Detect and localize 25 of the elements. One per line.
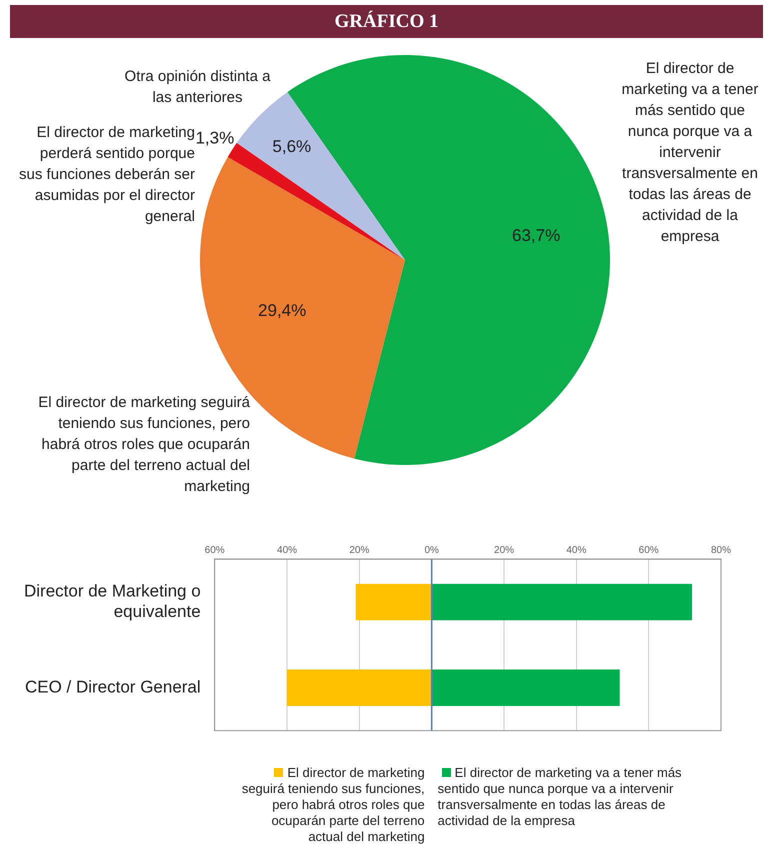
x-tick-label: 20% xyxy=(349,544,370,556)
data-label: 29,4% xyxy=(258,301,306,320)
slice-label: Otra opinión distinta a las anteriores xyxy=(124,67,272,108)
x-tick-label: 60% xyxy=(638,544,659,556)
slice-label: El director de marketing seguirá teniendo sus funciones, pero habrá otros roles que ocuparán parte del terreno actual del marketing xyxy=(37,393,250,497)
bar xyxy=(356,584,432,620)
slice-label: El director de marketing perderá sentido porque sus funciones deberán ser asumidas por el director general xyxy=(18,123,195,227)
chart-title: GRÁFICO 1 xyxy=(10,5,763,38)
x-tick-label: 40% xyxy=(277,544,298,556)
data-label: 63,7% xyxy=(512,226,560,245)
bar xyxy=(432,584,692,620)
bar xyxy=(287,670,432,706)
legend-label: El director de marketing va a tener más sentido que nunca porque va a intervenir transversalmente en todas las áreas de actividad de la empresa xyxy=(438,765,682,828)
bar xyxy=(432,670,620,706)
data-label: 5,6% xyxy=(272,136,312,156)
category-label: El director de marketing va a tener más sentido que nunca porque va a intervenir transversalmente en todas las áreas de actividad de la empresa xyxy=(622,60,758,245)
y-tick-label: CEO / Director General xyxy=(24,677,201,696)
y-tick-label: Director de Marketing o equivalente xyxy=(24,582,201,621)
x-tick-label: 20% xyxy=(494,544,514,556)
legend-label: El director de marketing seguirá teniendo sus funciones, pero habrá otros roles que ocuparán parte del terreno actual del marketing xyxy=(242,765,425,844)
x-tick-label: 80% xyxy=(710,544,732,556)
x-tick-label: 0% xyxy=(424,544,440,556)
x-tick-label: 60% xyxy=(204,544,225,556)
x-tick-label: 40% xyxy=(566,544,586,556)
data-label: 1,3% xyxy=(195,128,234,148)
